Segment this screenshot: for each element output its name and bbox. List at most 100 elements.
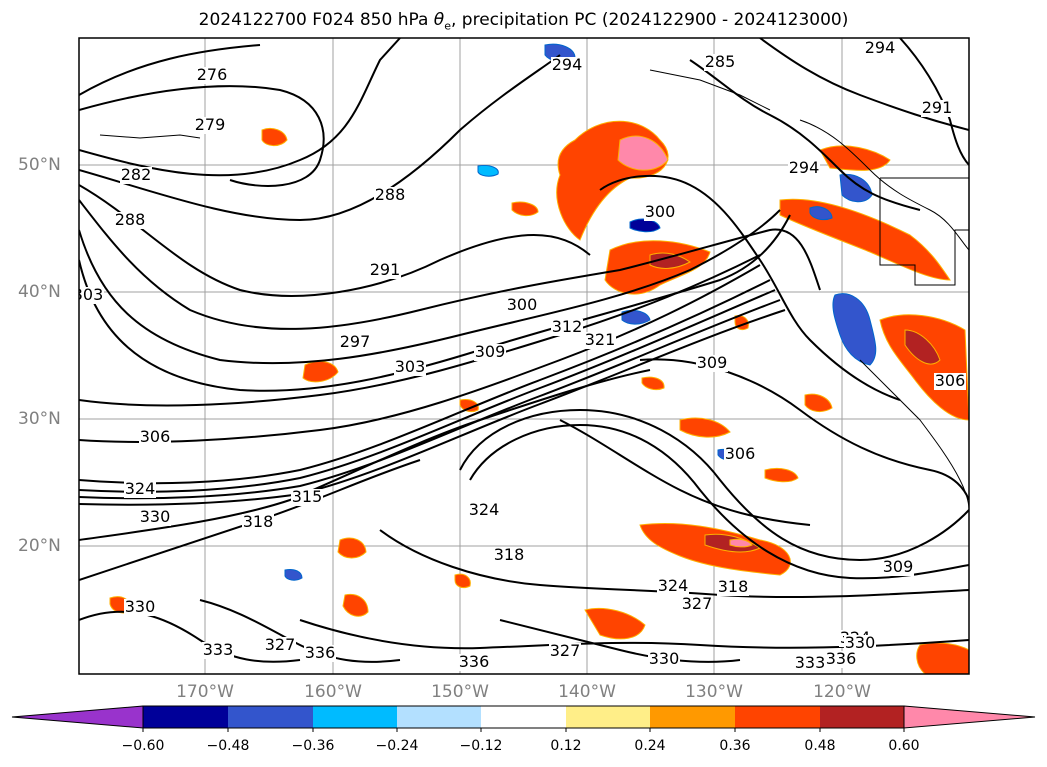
colorbar-over-extension: [903, 705, 1036, 729]
contour-label-bg: [374, 187, 406, 204]
contour-label-bg: [921, 100, 953, 117]
contour-label-bg: [644, 204, 676, 221]
contour-label: 336: [826, 649, 857, 668]
contour-label: 333: [203, 640, 234, 659]
contour-label-bg: [369, 262, 401, 279]
contour-label-bg: [584, 332, 616, 349]
contour-label: 330: [140, 507, 171, 526]
contour-label: 294: [552, 55, 583, 74]
contour-label: 306: [725, 444, 756, 463]
longitude-label: 160°W: [304, 682, 362, 702]
contour-label: 303: [73, 285, 104, 304]
contour-label: 336: [459, 652, 490, 671]
contour-label-bg: [551, 319, 583, 336]
contour-label: 309: [697, 353, 728, 372]
latitude-label: 40°N: [18, 282, 61, 302]
contour-label: 288: [375, 185, 406, 204]
longitude-label: 140°W: [558, 682, 616, 702]
contour-label-bg: [825, 651, 857, 668]
longitude-label: 170°W: [176, 682, 234, 702]
contour-label-bg: [139, 509, 171, 526]
contour-label: 309: [475, 342, 506, 361]
contour-label: 288: [115, 210, 146, 229]
contour-label-bg: [124, 599, 156, 616]
latitude-label: 30°N: [18, 409, 61, 429]
contour-label: 318: [243, 512, 274, 531]
contour-label: 297: [340, 332, 371, 351]
colorbar-outline: [142, 705, 905, 729]
colorbar-bin: [313, 706, 397, 728]
contour-label: 276: [197, 65, 228, 84]
contour-label: 309: [883, 557, 914, 576]
theta-e-contours: [79, 38, 969, 663]
contour-label: 291: [370, 260, 401, 279]
contour-label: 294: [865, 38, 896, 57]
contour-label: 324: [658, 576, 689, 595]
contour-label: 333: [795, 653, 826, 672]
contour-label-bg: [139, 429, 171, 446]
colorbar-bin: [481, 706, 566, 728]
contour-label: 330: [125, 597, 156, 616]
contour-label-bg: [657, 578, 689, 595]
contour-label: 306: [935, 371, 966, 390]
contour-label-bg: [264, 637, 296, 654]
colorbar-bin: [566, 706, 650, 728]
colorbar-bin: [650, 706, 735, 728]
contour-label-bg: [724, 446, 756, 463]
contour-label: 300: [507, 295, 538, 314]
longitude-label: 150°W: [431, 682, 489, 702]
colorbar-bin: [735, 706, 820, 728]
contour-label-bg: [458, 654, 490, 671]
colorbar-tick-label: 0.12: [550, 738, 582, 754]
contour-label: 324: [125, 479, 156, 498]
contour-label: 330: [649, 649, 680, 668]
contour-label-bg: [124, 481, 156, 498]
map-title: 2024122700 F024 850 hPa θe, precipitatio…: [198, 10, 849, 33]
map-frame: [78, 37, 970, 675]
contour-label-bg: [934, 373, 966, 390]
contour-label: 312: [552, 317, 583, 336]
colorbar-tick-label: 0.60: [888, 738, 920, 754]
contour-label-bg: [696, 355, 728, 372]
colorbar-bin: [228, 706, 313, 728]
latitude-label: 20°N: [18, 536, 61, 556]
contour-label-bg: [681, 596, 713, 613]
colorbar-tick-label: −0.48: [206, 738, 250, 754]
colorbar-tick-label: −0.36: [291, 738, 335, 754]
precip-negative-areas: [284, 43, 877, 581]
precip-positive-areas: [109, 120, 969, 674]
colorbar-bin: [397, 706, 481, 728]
contour-label-bg: [194, 117, 226, 134]
contour-label-bg: [506, 297, 538, 314]
contour-label: 318: [718, 577, 749, 596]
contour-label-bg: [120, 167, 152, 184]
contour-label: 315: [292, 487, 323, 506]
contour-label-bg: [468, 502, 500, 519]
contour-label: 300: [645, 202, 676, 221]
contour-label-bg: [794, 655, 826, 672]
contour-label-bg: [394, 359, 426, 376]
contour-label-bg: [114, 212, 146, 229]
contour-label: 327: [265, 635, 296, 654]
contour-label-bg: [648, 651, 680, 668]
contour-label: 282: [121, 165, 152, 184]
contour-label-bg: [339, 334, 371, 351]
contour-label-bg: [882, 559, 914, 576]
precip-colorbar: [11, 705, 1036, 732]
contour-label-bg: [493, 547, 525, 564]
contour-label-bg: [717, 579, 749, 596]
contour-label-bg: [242, 514, 274, 531]
colorbar-tick-label: 0.48: [804, 738, 836, 754]
contour-label-bg: [474, 344, 506, 361]
contour-label-bg: [79, 287, 104, 304]
contour-label: 291: [922, 98, 953, 117]
longitude-label: 120°W: [813, 682, 871, 702]
colorbar-bin: [143, 706, 228, 728]
colorbar-bin: [820, 706, 904, 728]
contour-label-bg: [196, 67, 228, 84]
contour-label: 279: [195, 115, 226, 134]
contour-label: 327: [550, 641, 581, 660]
colorbar-tick-label: −0.12: [459, 738, 503, 754]
